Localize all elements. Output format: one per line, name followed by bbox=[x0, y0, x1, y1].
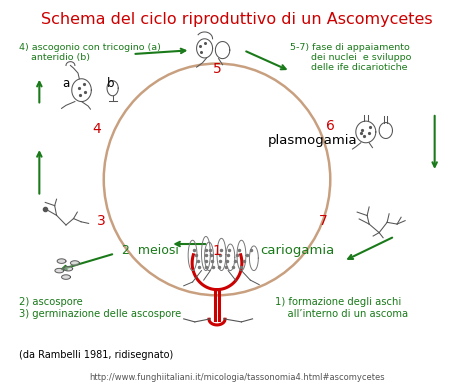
Text: b: b bbox=[107, 77, 114, 90]
Polygon shape bbox=[57, 259, 66, 264]
Text: 4) ascogonio con tricogino (a)
    anteridio (b): 4) ascogonio con tricogino (a) anteridio… bbox=[19, 43, 161, 62]
Text: 6: 6 bbox=[326, 119, 335, 133]
Text: cariogamia: cariogamia bbox=[260, 244, 334, 257]
Text: 5: 5 bbox=[213, 62, 221, 76]
Text: 3: 3 bbox=[97, 214, 106, 228]
Text: (da Rambelli 1981, ridisegnato): (da Rambelli 1981, ridisegnato) bbox=[19, 350, 173, 360]
Text: 4: 4 bbox=[93, 122, 101, 137]
Polygon shape bbox=[62, 275, 71, 279]
Text: plasmogamia: plasmogamia bbox=[268, 134, 357, 147]
Polygon shape bbox=[64, 266, 73, 271]
Text: 1) formazione degli aschi
    all’interno di un ascoma: 1) formazione degli aschi all’interno di… bbox=[275, 297, 408, 319]
Text: 1: 1 bbox=[212, 244, 221, 258]
Text: Schema del ciclo riproduttivo di un Ascomycetes: Schema del ciclo riproduttivo di un Asco… bbox=[41, 12, 433, 27]
Text: 2  meiosi: 2 meiosi bbox=[121, 244, 178, 257]
Text: 5-7) fase di appaiamento
       dei nuclei  e sviluppo
       delle ife dicariot: 5-7) fase di appaiamento dei nuclei e sv… bbox=[290, 43, 412, 72]
Polygon shape bbox=[71, 261, 79, 265]
Polygon shape bbox=[55, 268, 64, 273]
Text: a: a bbox=[63, 77, 70, 90]
Text: 2) ascospore
3) germinazione delle ascospore: 2) ascospore 3) germinazione delle ascos… bbox=[19, 297, 182, 319]
Text: http://www.funghiitaliani.it/micologia/tassonomia4.html#ascomycetes: http://www.funghiitaliani.it/micologia/t… bbox=[89, 373, 385, 382]
Text: 7: 7 bbox=[319, 214, 328, 228]
